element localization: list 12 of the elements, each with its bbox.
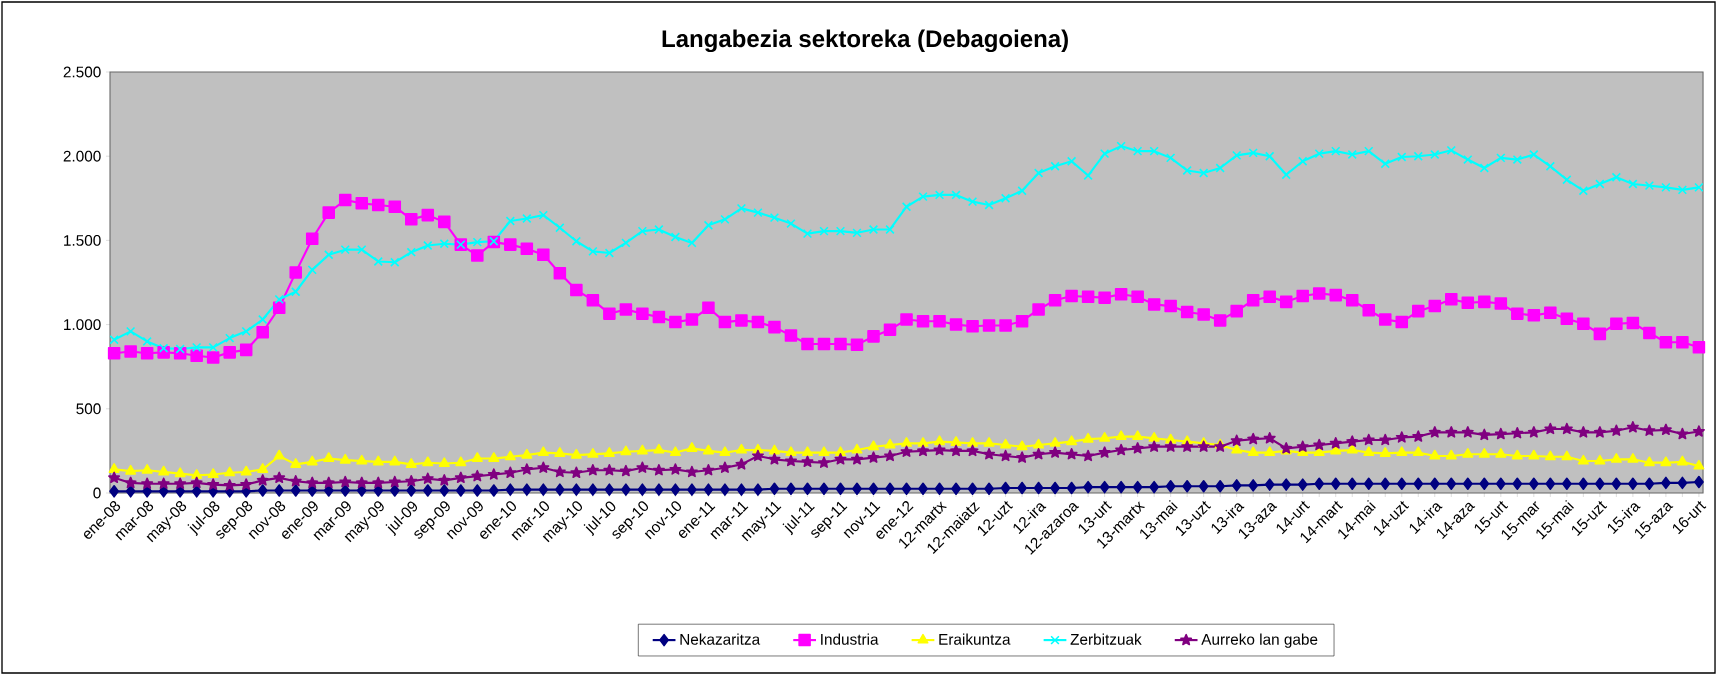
legend-label: Industria (821, 633, 879, 645)
legend-label: Aurreko lan gabe (1201, 633, 1318, 648)
chart-title: Langabezia sektoreka (Debagoiena) (662, 29, 1068, 53)
y-tick-label: 0 (93, 487, 101, 499)
y-tick-label: 2.000 (63, 150, 101, 162)
y-tick-label: 1.000 (64, 319, 101, 331)
y-tick-label: 1.500 (64, 234, 101, 246)
legend-label: Eraikuntza (939, 633, 1011, 645)
legend-label: Zerbitzuak (1070, 633, 1142, 645)
y-tick-label: 2.500 (63, 66, 101, 78)
y-tick-label: 500 (76, 403, 101, 415)
legend-label: Nekazaritza (680, 633, 761, 645)
